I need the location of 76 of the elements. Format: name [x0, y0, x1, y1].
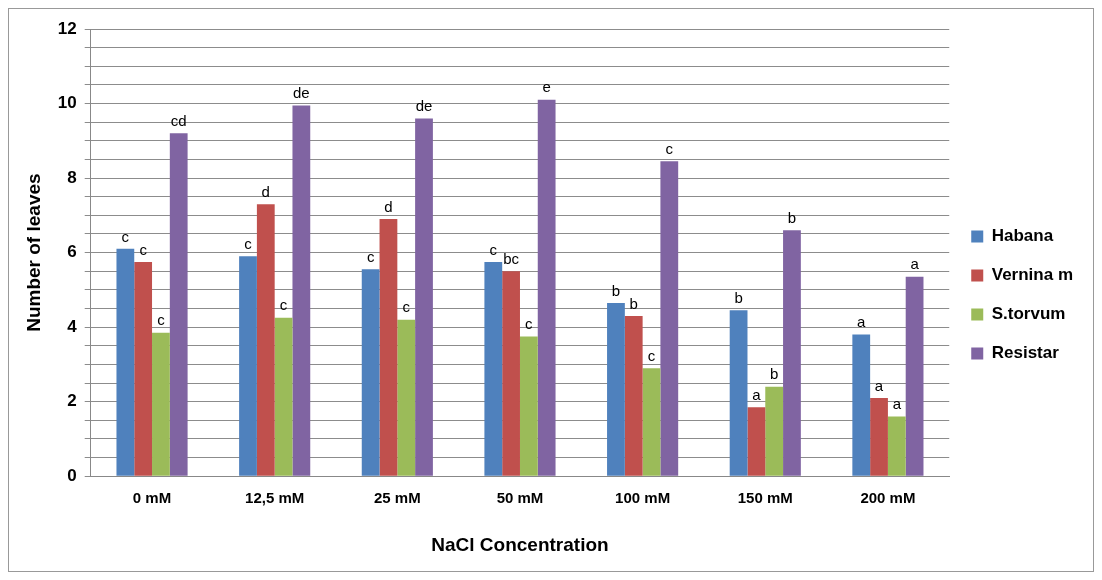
- data-label: c: [665, 139, 674, 157]
- legend-label: Vernina m: [991, 265, 1074, 285]
- data-label: bc: [503, 249, 520, 267]
- x-tick-label: 0 mM: [132, 489, 172, 507]
- bar: [660, 161, 679, 476]
- data-label: b: [787, 208, 797, 226]
- x-tick-label: 25 mM: [373, 489, 421, 507]
- bar: [870, 397, 888, 476]
- data-label: b: [629, 294, 638, 312]
- bar: [116, 248, 135, 476]
- data-label: d: [261, 182, 270, 200]
- x-tick-label: 150 mM: [737, 489, 793, 507]
- bar: [765, 386, 784, 476]
- data-label: c: [366, 248, 375, 266]
- data-label: a: [752, 385, 762, 403]
- bar: [379, 219, 398, 476]
- data-label: d: [384, 197, 393, 215]
- bar: [239, 256, 257, 476]
- legend-label: Resistar: [991, 343, 1060, 363]
- y-tick-label: 10: [57, 93, 77, 113]
- bar: [274, 317, 293, 476]
- data-label: de: [415, 97, 433, 115]
- data-label: c: [402, 298, 411, 316]
- bar: [783, 230, 801, 476]
- bar: [169, 133, 188, 476]
- bar: [747, 407, 766, 476]
- x-tick-label: 50 mM: [496, 489, 544, 507]
- data-label: c: [244, 234, 253, 252]
- bar: [852, 334, 871, 476]
- y-tick-label: 6: [67, 242, 77, 262]
- bar: [134, 261, 153, 476]
- data-label: c: [279, 296, 288, 314]
- data-label: c: [121, 227, 130, 245]
- data-label: a: [874, 376, 884, 394]
- bar: [624, 315, 643, 476]
- bar: [642, 368, 661, 476]
- data-label: de: [293, 84, 310, 102]
- data-label: e: [542, 78, 551, 96]
- legend-label: Habana: [991, 226, 1054, 246]
- data-label: b: [734, 289, 743, 306]
- bar: [484, 261, 503, 476]
- y-tick-label: 8: [67, 167, 77, 187]
- x-axis-title: NaCl Concentration: [431, 533, 609, 555]
- y-tick-label: 12: [57, 18, 77, 38]
- bar: [905, 276, 924, 476]
- bar: [256, 204, 275, 476]
- data-label: c: [647, 346, 656, 364]
- data-label: c: [139, 240, 148, 258]
- x-tick-label: 12,5 mM: [245, 489, 305, 507]
- x-tick-label: 100 mM: [615, 489, 671, 507]
- y-axis-title: Number of leaves: [22, 173, 44, 332]
- bar: [729, 310, 748, 476]
- legend-label: S.torvum: [991, 304, 1066, 324]
- y-tick-label: 2: [67, 391, 77, 411]
- y-tick-label: 0: [67, 465, 77, 485]
- bar: [292, 105, 311, 476]
- bar: [502, 271, 520, 476]
- bar: [152, 332, 170, 476]
- data-label: a: [910, 255, 920, 273]
- bar: [361, 269, 380, 476]
- data-label: c: [525, 315, 534, 333]
- bar: [887, 416, 906, 476]
- data-label: b: [769, 365, 779, 383]
- data-label: a: [857, 313, 867, 331]
- bar: [607, 302, 625, 476]
- bar: [537, 99, 556, 476]
- bar: [415, 118, 433, 476]
- data-label: c: [489, 240, 498, 258]
- data-label: cd: [170, 111, 187, 129]
- data-label: c: [157, 311, 166, 329]
- bar: [397, 319, 416, 476]
- y-tick-label: 4: [67, 316, 78, 336]
- data-label: b: [611, 281, 621, 299]
- bar: [519, 336, 538, 476]
- data-label: a: [892, 395, 902, 413]
- x-tick-label: 200 mM: [860, 489, 916, 507]
